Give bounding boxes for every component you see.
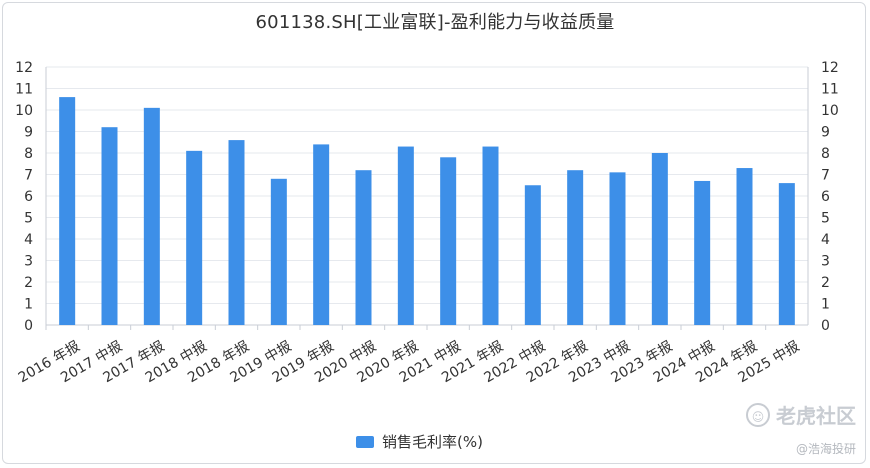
y-tick-label-left: 7: [24, 168, 33, 184]
watermark: ☺ 老虎社区: [746, 400, 856, 429]
y-tick-label-right: 9: [821, 125, 830, 141]
chart-title: 601138.SH[工业富联]-盈利能力与收益质量: [255, 12, 615, 33]
watermark-sub: @浩海投研: [795, 442, 856, 456]
bar: [440, 157, 457, 325]
bar: [482, 146, 499, 325]
bar: [609, 172, 626, 325]
bar: [736, 168, 753, 325]
bar: [313, 144, 330, 325]
y-tick-label-left: 10: [15, 103, 33, 119]
bar: [524, 185, 541, 325]
y-tick-label-right: 0: [821, 318, 830, 334]
y-tick-label-right: 11: [821, 82, 839, 98]
y-tick-label-right: 5: [821, 211, 830, 227]
y-tick-label-right: 4: [821, 232, 830, 248]
y-tick-label-left: 1: [24, 297, 33, 313]
y-tick-label-right: 12: [821, 60, 839, 76]
legend-swatch: [356, 435, 374, 448]
y-tick-label-right: 1: [821, 297, 830, 313]
bar: [186, 150, 203, 325]
y-tick-label-left: 11: [15, 82, 33, 98]
bar: [397, 146, 414, 325]
bar: [355, 170, 372, 325]
y-tick-label-left: 0: [24, 318, 33, 334]
watermark-brand: 老虎社区: [776, 404, 856, 428]
y-tick-label-right: 10: [821, 103, 839, 119]
legend[interactable]: 销售毛利率(%): [356, 431, 483, 452]
y-tick-label-left: 8: [24, 146, 33, 162]
tiger-logo-icon: ☺: [746, 402, 770, 427]
y-tick-label-left: 2: [24, 275, 33, 291]
y-tick-label-right: 2: [821, 275, 830, 291]
y-tick-label-left: 3: [24, 254, 33, 270]
bar: [228, 140, 245, 325]
y-tick-label-right: 7: [821, 168, 830, 184]
y-tick-label-left: 12: [15, 60, 33, 76]
bar: [270, 178, 287, 325]
y-tick-label-left: 4: [24, 232, 33, 248]
bar: [694, 180, 711, 325]
bar: [59, 97, 76, 325]
y-tick-label-right: 3: [821, 254, 830, 270]
y-tick-label-left: 5: [24, 211, 33, 227]
bar: [567, 170, 584, 325]
y-tick-label-right: 8: [821, 146, 830, 162]
y-tick-label-left: 6: [24, 189, 33, 205]
bar: [143, 107, 160, 325]
bar: [101, 127, 118, 325]
bar: [778, 183, 795, 325]
bar: [651, 153, 668, 325]
y-tick-label-left: 9: [24, 125, 33, 141]
legend-label: 销售毛利率(%): [382, 433, 483, 451]
y-tick-label-right: 6: [821, 189, 830, 205]
